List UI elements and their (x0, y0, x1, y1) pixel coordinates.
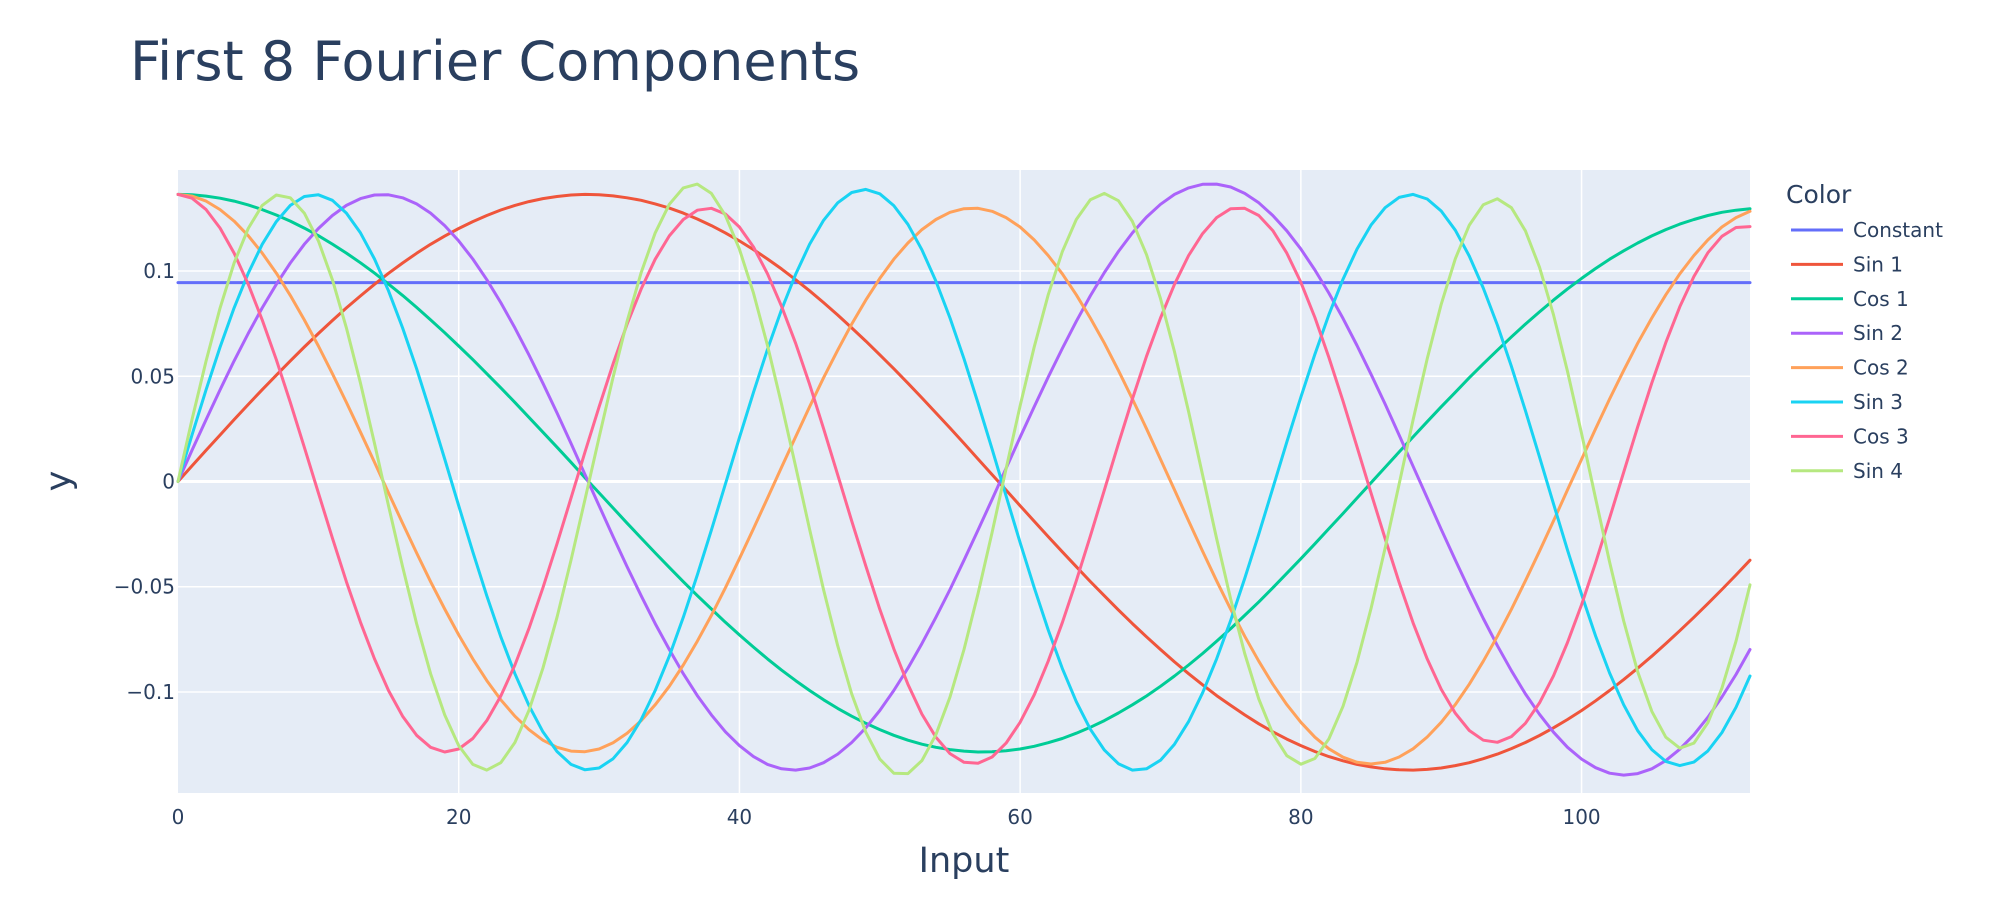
x-tick-label: 60 (1007, 805, 1032, 829)
legend-item[interactable]: Cos 1 (1791, 287, 1909, 311)
legend-label: Cos 2 (1853, 356, 1909, 380)
series-lines (176, 182, 1752, 777)
legend-label: Sin 1 (1853, 252, 1903, 276)
legend-item[interactable]: Constant (1791, 218, 1943, 242)
legend-item[interactable]: Cos 2 (1791, 356, 1909, 380)
legend-label: Cos 3 (1853, 424, 1909, 448)
y-axis-ticks: −0.1 −0.05 0 0.05 0.1 (114, 259, 175, 704)
legend-label: Cos 1 (1853, 287, 1909, 311)
legend-item[interactable]: Sin 1 (1791, 252, 1903, 276)
series-line-sin-3[interactable] (176, 187, 1752, 772)
series-line-sin-1[interactable] (176, 192, 1752, 772)
series-line-cos-1[interactable] (176, 192, 1752, 754)
y-axis-title: y (39, 471, 79, 492)
series-line-cos-2[interactable] (176, 192, 1752, 766)
x-tick-label: 40 (727, 805, 752, 829)
legend: Color Constant Sin 1 Cos 1 Sin 2 Cos 2 Sin 3 C… (1786, 180, 1943, 483)
legend-label: Sin 3 (1853, 390, 1903, 414)
y-tick-label: 0 (162, 470, 175, 494)
y-tick-label: −0.05 (114, 575, 175, 599)
y-tick-label: −0.1 (126, 680, 175, 704)
y-tick-label: 0.1 (143, 259, 175, 283)
x-tick-label: 0 (172, 805, 185, 829)
legend-label: Sin 2 (1853, 321, 1903, 345)
y-tick-label: 0.05 (130, 364, 175, 388)
x-tick-label: 80 (1288, 805, 1313, 829)
legend-item[interactable]: Cos 3 (1791, 424, 1909, 448)
x-tick-label: 20 (446, 805, 471, 829)
legend-item[interactable]: Sin 2 (1791, 321, 1903, 345)
legend-label: Constant (1853, 218, 1943, 242)
chart-title: First 8 Fourier Components (130, 30, 860, 93)
series-line-sin-2[interactable] (176, 182, 1752, 777)
x-axis-ticks: 0 20 40 60 80 100 (172, 805, 1601, 829)
legend-item[interactable]: Sin 3 (1791, 390, 1903, 414)
series-line-sin-4[interactable] (176, 182, 1752, 776)
legend-title: Color (1786, 180, 1852, 209)
legend-label: Sin 4 (1853, 459, 1903, 483)
x-tick-label: 100 (1562, 805, 1600, 829)
series-line-cos-3[interactable] (176, 192, 1752, 765)
x-axis-title: Input (919, 841, 1010, 881)
gridlines (178, 170, 1750, 793)
legend-item[interactable]: Sin 4 (1791, 459, 1903, 483)
